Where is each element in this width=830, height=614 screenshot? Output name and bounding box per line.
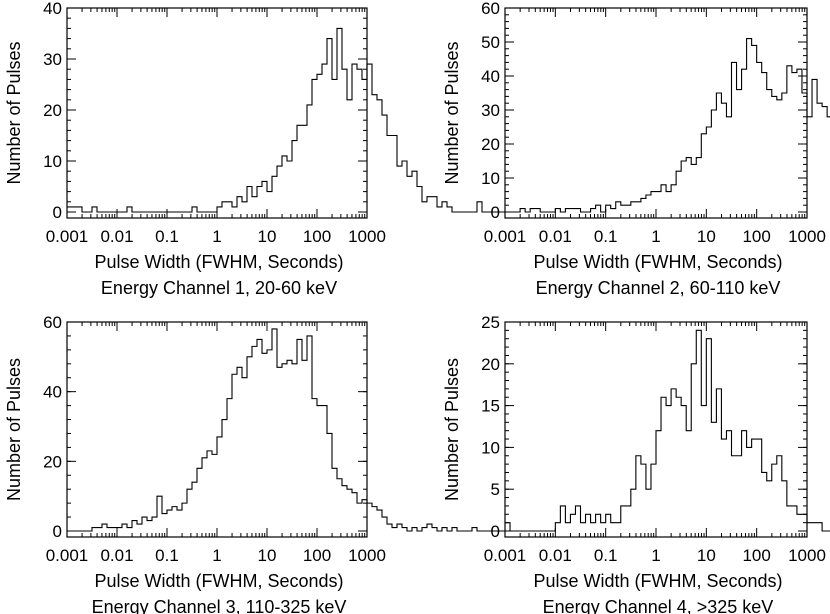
plot-frame	[66, 321, 368, 538]
histogram-series	[67, 27, 517, 213]
panel-caption: Energy Channel 4, >325 keV	[543, 597, 774, 614]
x-tick-label: 10	[697, 546, 716, 565]
panel-channel-4: 0.001 0.01 0.1 1 10 100 1000 0 5 10 15 20 25 Pulse Wi…	[442, 313, 830, 614]
y-tick-label: 0	[53, 203, 62, 222]
y-tick-label: 20	[43, 101, 62, 120]
y-tick-label: 60	[43, 313, 62, 332]
x-tick-label: 0.001	[46, 546, 89, 565]
plot-frame	[504, 321, 808, 538]
panel-channel-2: 0.001 0.01 0.1 1 10 100 1000 0 10 20 30 40 50 60 Pulse…	[442, 0, 830, 298]
x-tick-label: 100	[742, 227, 770, 246]
y-tick-label: 40	[481, 67, 500, 86]
y-tick-label: 10	[481, 169, 500, 188]
y-tick-label: 60	[481, 0, 500, 18]
histogram-series	[505, 38, 830, 213]
x-tick-label: 1	[212, 546, 221, 565]
x-axis-label: Pulse Width (FWHM, Seconds)	[94, 252, 343, 272]
x-tick-label: 0.1	[594, 227, 618, 246]
y-tick-label: 50	[481, 33, 500, 52]
x-tick-label: 1	[651, 546, 660, 565]
y-axis-label: Number of Pulses	[442, 41, 462, 184]
y-tick-label: 40	[43, 383, 62, 402]
x-tick-label: 1	[651, 227, 660, 246]
x-tick-label: 0.001	[484, 546, 527, 565]
x-tick-label: 1	[212, 227, 221, 246]
x-tick-label: 1000	[788, 227, 826, 246]
x-tick-label: 0.01	[539, 227, 572, 246]
x-tick-label: 100	[742, 546, 770, 565]
x-tick-label: 10	[697, 227, 716, 246]
x-tick-label: 0.001	[484, 227, 527, 246]
x-tick-label: 0.01	[539, 546, 572, 565]
x-tick-label: 10	[258, 546, 277, 565]
panel-caption: Energy Channel 3, 110-325 keV	[92, 597, 347, 614]
plot-frame	[504, 7, 808, 219]
x-tick-label: 0.1	[155, 546, 179, 565]
y-tick-label: 15	[481, 397, 500, 416]
x-tick-label: 0.1	[594, 546, 618, 565]
x-tick-label: 0.001	[46, 227, 89, 246]
y-tick-label: 0	[491, 522, 500, 541]
x-tick-label: 1000	[348, 227, 386, 246]
y-tick-label: 5	[491, 480, 500, 499]
x-tick-label: 0.1	[155, 227, 179, 246]
y-axis-label: Number of Pulses	[4, 358, 24, 501]
y-axis-label: Number of Pulses	[442, 358, 462, 501]
y-tick-label: 40	[43, 0, 62, 18]
y-tick-label: 20	[481, 135, 500, 154]
x-tick-label: 10	[258, 227, 277, 246]
y-tick-label: 0	[53, 522, 62, 541]
y-tick-label: 10	[43, 152, 62, 171]
x-axis-label: Pulse Width (FWHM, Seconds)	[94, 571, 343, 591]
y-tick-label: 25	[481, 313, 500, 332]
y-tick-label: 10	[481, 438, 500, 457]
y-tick-label: 20	[43, 452, 62, 471]
y-tick-label: 30	[481, 101, 500, 120]
y-tick-label: 20	[481, 355, 500, 374]
x-tick-label: 0.01	[100, 227, 133, 246]
histogram-series	[505, 329, 830, 532]
x-tick-label: 100	[303, 546, 331, 565]
x-axis-label: Pulse Width (FWHM, Seconds)	[533, 252, 782, 272]
y-tick-label: 0	[491, 203, 500, 222]
panel-caption: Energy Channel 2, 60-110 keV	[536, 278, 781, 298]
y-axis-label: Number of Pulses	[4, 41, 24, 184]
plot-frame	[66, 7, 368, 219]
y-tick-label: 30	[43, 50, 62, 69]
x-tick-label: 1000	[788, 546, 826, 565]
histogram-series	[67, 328, 517, 532]
x-tick-label: 1000	[348, 546, 386, 565]
x-tick-label: 0.01	[100, 546, 133, 565]
x-axis-label: Pulse Width (FWHM, Seconds)	[533, 571, 782, 591]
x-tick-label: 100	[303, 227, 331, 246]
panel-caption: Energy Channel 1, 20-60 keV	[101, 278, 337, 298]
